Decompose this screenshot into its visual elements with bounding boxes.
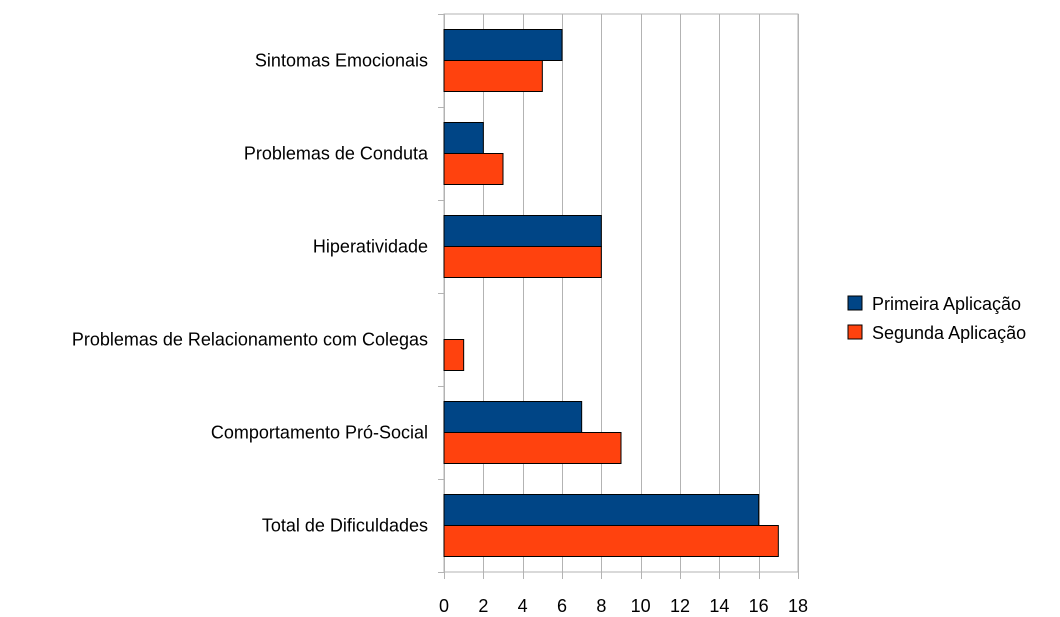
bar-segunda-aplicacao-sintomas-emocionais bbox=[443, 60, 543, 92]
x-tick-label: 6 bbox=[557, 596, 567, 616]
grid-lines bbox=[443, 13, 799, 579]
x-tick-labels: 0 2 4 6 8 10 12 14 16 18 bbox=[439, 596, 808, 616]
bar-primeira-aplicacao-total-de-dificuldades bbox=[443, 494, 760, 526]
legend-swatch-segunda-aplicacao bbox=[847, 324, 863, 340]
x-tick-label: 2 bbox=[478, 596, 488, 616]
x-tick-label: 18 bbox=[788, 596, 808, 616]
x-tick-label: 16 bbox=[749, 596, 769, 616]
x-tick-label: 14 bbox=[709, 596, 729, 616]
bars bbox=[443, 29, 779, 557]
legend-swatch-primeira-aplicacao bbox=[847, 295, 863, 311]
bar-primeira-aplicacao-hiperatividade bbox=[443, 215, 602, 247]
bar-segunda-aplicacao-problemas-de-conduta bbox=[443, 153, 504, 185]
category-label-problemas-de-conduta: Problemas de Conduta bbox=[244, 144, 429, 164]
category-label-total-de-dificuldades: Total de Dificuldades bbox=[262, 516, 428, 536]
legend: Primeira Aplicação Segunda Aplicação bbox=[847, 294, 1026, 343]
axes bbox=[438, 14, 444, 573]
bar-segunda-aplicacao-total-de-dificuldades bbox=[443, 525, 779, 557]
legend-label-primeira-aplicacao: Primeira Aplicação bbox=[872, 294, 1021, 314]
category-label-comportamento-pro-social: Comportamento Pró-Social bbox=[211, 423, 428, 443]
x-tick-label: 0 bbox=[439, 596, 449, 616]
bar-primeira-aplicacao-comportamento-pro-social bbox=[443, 401, 583, 433]
legend-label-segunda-aplicacao: Segunda Aplicação bbox=[872, 323, 1026, 343]
bar-segunda-aplicacao-hiperatividade bbox=[443, 246, 602, 278]
category-label-sintomas-emocionais: Sintomas Emocionais bbox=[255, 51, 428, 71]
category-label-hiperatividade: Hiperatividade bbox=[313, 237, 428, 257]
category-labels: Sintomas Emocionais Problemas de Conduta H… bbox=[72, 51, 429, 536]
bar-primeira-aplicacao-sintomas-emocionais bbox=[443, 29, 563, 61]
plot-area bbox=[443, 13, 799, 573]
bar-segunda-aplicacao-comportamento-pro-social bbox=[443, 432, 622, 464]
x-tick-label: 4 bbox=[518, 596, 528, 616]
x-tick-label: 12 bbox=[670, 596, 690, 616]
x-tick-label: 10 bbox=[631, 596, 651, 616]
bar-primeira-aplicacao-problemas-de-conduta bbox=[443, 122, 484, 154]
x-tick-label: 8 bbox=[596, 596, 606, 616]
bar-segunda-aplicacao-problemas-de-relacionamento-com-colegas bbox=[443, 339, 465, 371]
category-label-problemas-de-relacionamento-com-colegas: Problemas de Relacionamento com Colegas bbox=[72, 330, 428, 350]
